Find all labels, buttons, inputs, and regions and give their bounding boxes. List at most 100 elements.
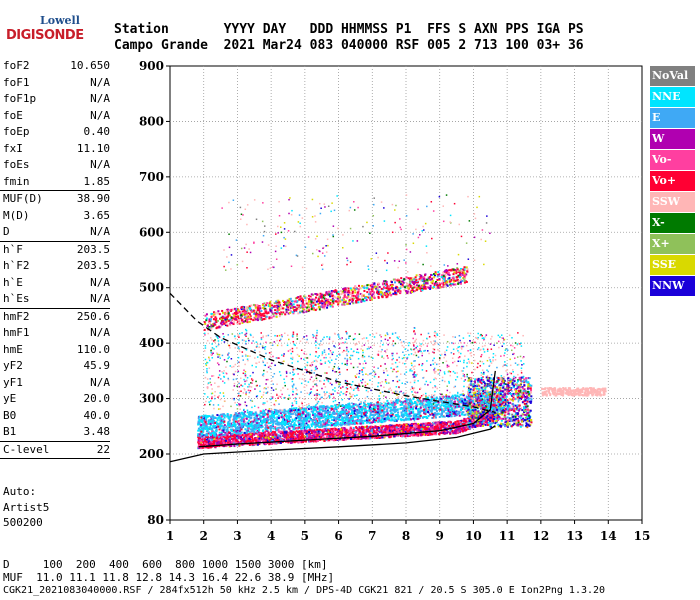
echo-point: [400, 419, 403, 422]
echo-point: [345, 416, 348, 419]
echo-point: [223, 435, 226, 438]
echo-point: [213, 438, 216, 441]
echo-point: [348, 421, 351, 424]
echo-point: [263, 411, 266, 414]
echo-point: [224, 441, 227, 444]
echo-point: [452, 423, 455, 426]
echo-point: [340, 432, 343, 435]
echo-point: [249, 433, 252, 436]
echo-point: [387, 425, 390, 428]
echo-point: [217, 439, 220, 442]
echo-point: [369, 411, 372, 414]
echo-point: [255, 437, 258, 440]
param-label: hmE: [3, 342, 23, 356]
echo-point: [348, 422, 351, 425]
echo-point: [385, 426, 388, 429]
echo-point: [327, 406, 330, 409]
echo-point: [317, 415, 320, 418]
param-value: N/A: [90, 108, 110, 122]
echo-point: [385, 425, 388, 428]
echo-point: [230, 434, 233, 437]
echo-point: [208, 442, 211, 445]
echo-point: [211, 434, 214, 437]
echo-point: [382, 419, 385, 422]
echo-point: [283, 435, 286, 438]
echo-point: [247, 419, 250, 422]
echo-point: [371, 426, 374, 429]
echo-point: [472, 411, 475, 414]
echo-point: [390, 427, 393, 430]
echo-point: [272, 433, 275, 436]
echo-point: [299, 432, 302, 435]
echo-point: [337, 414, 340, 417]
echo-point: [385, 418, 388, 421]
echo-point: [347, 417, 350, 420]
echo-point: [277, 416, 280, 419]
echo-point: [486, 408, 489, 411]
echo-point: [281, 411, 284, 414]
echo-point: [425, 410, 428, 413]
y-tick-label: 900: [139, 59, 164, 73]
echo-point: [327, 423, 330, 426]
echo-point: [427, 427, 430, 430]
echo-point: [282, 422, 285, 425]
echo-point: [320, 429, 323, 432]
echo-point: [367, 404, 370, 407]
echo-point: [211, 442, 214, 445]
echo-point: [213, 440, 216, 443]
echo-point: [414, 416, 417, 419]
echo-point: [350, 433, 353, 436]
echo-point: [211, 443, 214, 446]
echo-point: [376, 401, 379, 404]
echo-point: [263, 413, 266, 416]
echo-point: [250, 411, 253, 414]
echo-point: [233, 418, 236, 421]
echo-point: [352, 415, 355, 418]
echo-point: [397, 411, 400, 414]
echo-point: [374, 406, 377, 409]
echo-point: [324, 428, 327, 431]
echo-point: [363, 413, 366, 416]
echo-point: [355, 419, 358, 422]
echo-point: [253, 418, 256, 421]
echo-point: [354, 431, 357, 434]
echo-point: [251, 426, 254, 429]
echo-point: [345, 410, 348, 413]
echo-point: [309, 434, 312, 437]
echo-point: [452, 412, 455, 415]
echo-point: [409, 411, 412, 414]
echo-point: [444, 425, 447, 428]
echo-point: [230, 440, 233, 443]
echo-point: [450, 401, 453, 404]
echo-point: [204, 434, 207, 437]
echo-point: [270, 414, 273, 417]
echo-point: [467, 428, 470, 431]
echo-point: [373, 426, 376, 429]
echo-point: [248, 413, 251, 416]
echo-point: [395, 413, 398, 416]
param-value: 110.0: [76, 342, 110, 356]
echo-point: [387, 430, 390, 433]
echo-point: [298, 423, 301, 426]
echo-point: [305, 440, 308, 443]
echo-point: [332, 427, 335, 430]
echo-point: [438, 422, 441, 425]
echo-point: [299, 414, 302, 417]
echo-point: [369, 437, 372, 440]
echo-point: [366, 420, 369, 423]
echo-point: [317, 424, 320, 427]
echo-point: [310, 425, 313, 428]
echo-point: [416, 429, 419, 432]
param-label: foE: [3, 108, 23, 122]
echo-point: [466, 403, 469, 406]
echo-point: [396, 413, 399, 416]
echo-point: [203, 427, 206, 430]
echo-point: [359, 431, 362, 434]
echo-point: [346, 422, 349, 425]
echo-point: [219, 413, 222, 416]
echo-point: [226, 428, 229, 431]
echo-point: [275, 413, 278, 416]
echo-point: [300, 422, 303, 425]
echo-point: [199, 428, 202, 431]
echo-point: [451, 429, 454, 432]
